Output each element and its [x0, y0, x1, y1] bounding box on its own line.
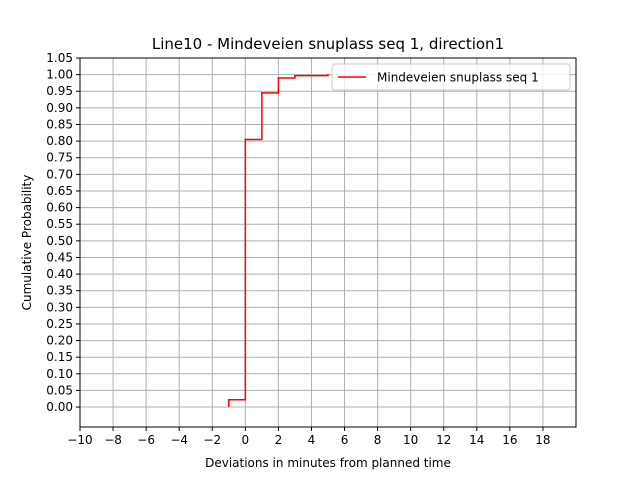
data-point — [261, 92, 263, 94]
x-tick-label: 10 — [403, 433, 418, 447]
y-tick-label: 0.30 — [46, 300, 73, 314]
y-tick-label: 0.50 — [46, 234, 73, 248]
chart-title: Line10 - Mindeveien snuplass seq 1, dire… — [152, 35, 504, 53]
y-tick-label: 0.40 — [46, 267, 73, 281]
y-tick-label: 0.20 — [46, 334, 73, 348]
x-tick-label: 16 — [502, 433, 517, 447]
y-tick-label: 0.75 — [46, 151, 73, 165]
y-tick-label: 1.05 — [46, 51, 73, 65]
y-axis-label: Cumulative Probability — [20, 175, 34, 311]
data-point — [278, 77, 280, 79]
data-point — [245, 139, 247, 141]
y-tick-label: 0.00 — [46, 400, 73, 414]
y-tick-label: 0.95 — [46, 84, 73, 98]
y-tick-label: 0.70 — [46, 167, 73, 181]
y-tick-label: 0.85 — [46, 117, 73, 131]
x-tick-label: 2 — [275, 433, 283, 447]
x-tick-label: 8 — [374, 433, 382, 447]
y-tick-label: 0.60 — [46, 201, 73, 215]
y-tick-label: 0.55 — [46, 217, 73, 231]
data-point — [294, 75, 296, 77]
x-tick-label: 6 — [341, 433, 349, 447]
legend: Mindeveien snuplass seq 1 — [332, 64, 570, 90]
x-tick-label: 18 — [535, 433, 550, 447]
x-tick-label: −2 — [203, 433, 221, 447]
x-tick-label: 4 — [308, 433, 316, 447]
y-tick-label: 0.45 — [46, 250, 73, 264]
x-tick-label: 12 — [436, 433, 451, 447]
y-tick-label: 0.80 — [46, 134, 73, 148]
y-tick-label: 0.65 — [46, 184, 73, 198]
legend-label: Mindeveien snuplass seq 1 — [377, 71, 539, 85]
data-point — [327, 74, 329, 76]
x-tick-label: −10 — [67, 433, 92, 447]
x-tick-label: −8 — [104, 433, 122, 447]
x-axis-label: Deviations in minutes from planned time — [205, 456, 451, 470]
x-tick-label: −6 — [137, 433, 155, 447]
x-tick-label: 14 — [469, 433, 484, 447]
y-tick-label: 0.15 — [46, 350, 73, 364]
y-tick-label: 0.35 — [46, 284, 73, 298]
y-tick-label: 0.05 — [46, 383, 73, 397]
y-tick-label: 1.00 — [46, 68, 73, 82]
x-tick-label: 0 — [242, 433, 250, 447]
y-tick-label: 0.25 — [46, 317, 73, 331]
y-tick-label: 0.90 — [46, 101, 73, 115]
x-tick-label: −4 — [170, 433, 188, 447]
data-point — [228, 399, 230, 401]
y-tick-label: 0.10 — [46, 367, 73, 381]
